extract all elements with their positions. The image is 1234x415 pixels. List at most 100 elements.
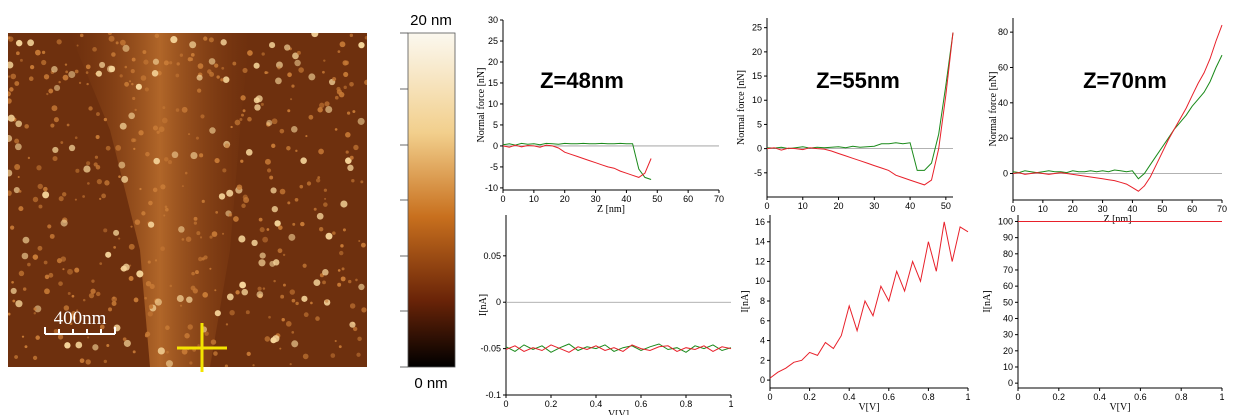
grain [251, 239, 258, 247]
x-axis-label: Z [nm] [1103, 214, 1131, 225]
grain [154, 298, 162, 306]
grain [15, 300, 23, 308]
grain [216, 75, 220, 79]
grain [154, 259, 158, 262]
grain [319, 102, 325, 109]
grain [48, 272, 54, 278]
grain [215, 211, 219, 214]
grain [193, 216, 198, 221]
x-tick-label: 0 [1010, 204, 1015, 214]
x-tick-label: 0.6 [883, 392, 896, 402]
grain [103, 228, 108, 233]
grain [364, 79, 367, 86]
grain [355, 278, 358, 282]
grain [220, 39, 227, 46]
grain [92, 344, 99, 351]
grain [74, 69, 79, 74]
y-tick-label: 0 [757, 144, 762, 154]
grain [122, 337, 127, 342]
x-tick-label: 0 [503, 399, 508, 409]
x-tick-label: 0 [767, 392, 772, 402]
y-tick-label: -10 [485, 183, 498, 193]
grain [130, 225, 133, 228]
grain [208, 58, 216, 65]
grain [196, 88, 202, 93]
grain [105, 145, 111, 151]
grain [188, 133, 191, 136]
grain [161, 117, 168, 124]
grain [63, 305, 70, 311]
grain [358, 239, 361, 242]
grain [71, 294, 75, 298]
grain [94, 155, 99, 159]
y-tick-label: 50 [1003, 297, 1013, 307]
grain [119, 39, 126, 46]
grain [18, 206, 24, 212]
grain [218, 193, 226, 200]
grain [239, 281, 247, 289]
grain [243, 196, 250, 203]
grain [62, 268, 65, 271]
y-tick-label: -0.1 [485, 390, 501, 400]
grain [324, 197, 327, 200]
grain [349, 155, 354, 160]
grain [50, 123, 55, 128]
y-axis-label: Normal force [nN] [736, 70, 747, 145]
grain [58, 80, 61, 84]
grain [334, 339, 337, 343]
grain [75, 168, 80, 173]
grain [178, 226, 185, 233]
y-tick-label: 30 [488, 15, 498, 25]
grain [111, 52, 116, 57]
grain [129, 264, 132, 267]
grain [170, 36, 178, 44]
grain [41, 59, 47, 66]
grain [214, 63, 219, 68]
grain [148, 200, 153, 206]
grain [11, 280, 14, 284]
grain [345, 132, 351, 138]
grain [95, 135, 100, 140]
grain [119, 74, 123, 78]
grain [67, 268, 73, 275]
y-tick-label: 90 [1003, 233, 1013, 243]
grain [302, 353, 309, 360]
grain [236, 184, 243, 190]
grain [334, 128, 338, 131]
grain [184, 333, 190, 339]
grain [193, 221, 197, 225]
grain [74, 267, 80, 273]
grain [82, 195, 85, 198]
grain [163, 214, 166, 217]
y-axis-label: I[nA] [982, 290, 993, 312]
grain [315, 316, 320, 321]
grain [332, 77, 337, 82]
grain [261, 52, 265, 56]
grain [332, 231, 336, 235]
grain [294, 197, 299, 202]
grain [181, 106, 188, 113]
grain [204, 331, 209, 336]
grain [318, 148, 324, 155]
grain [21, 335, 25, 338]
annotation: Z=48nm [540, 68, 624, 93]
grain [8, 135, 13, 142]
grain [224, 364, 229, 367]
series-line [1012, 24, 1223, 192]
grain [285, 321, 292, 327]
grain [175, 73, 180, 78]
grain [165, 207, 169, 212]
grain [131, 82, 134, 86]
x-tick-label: 40 [905, 201, 915, 211]
grain [14, 164, 21, 170]
grain [103, 359, 108, 364]
grain [128, 276, 134, 281]
y-tick-label: 8 [760, 296, 765, 306]
grain [8, 169, 13, 177]
grain [277, 66, 281, 70]
grain [266, 228, 270, 231]
grain [18, 270, 25, 277]
grain [176, 295, 184, 303]
grain [305, 135, 308, 138]
x-tick-label: 1 [965, 392, 970, 402]
